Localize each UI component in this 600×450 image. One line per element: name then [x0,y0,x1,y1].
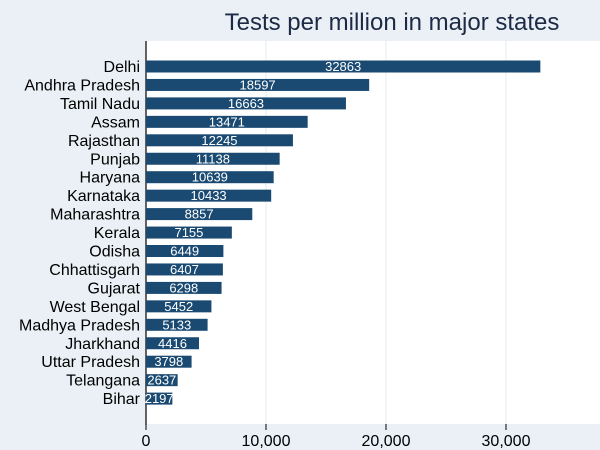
bar [146,374,178,387]
data-label: 2637 [147,373,176,388]
bar [146,318,208,331]
data-label: 2197 [145,391,174,406]
category-label: Jharkhand [65,336,140,353]
category-label: Telangana [66,373,140,390]
category-label: Delhi [104,59,140,76]
category-label: Haryana [80,170,141,187]
data-label: 18597 [240,77,276,92]
data-label: 10433 [191,188,227,203]
data-label: 5452 [164,299,193,314]
x-tick-label: 30,000 [482,433,531,450]
bar [146,60,541,73]
category-label: Tamil Nadu [60,96,140,113]
bar [146,97,346,110]
data-label: 10639 [192,170,228,185]
category-label: Maharashtra [50,207,140,224]
x-tick-label: 10,000 [242,433,291,450]
data-label: 7155 [174,225,203,240]
data-label: 6449 [170,244,199,259]
category-label: Uttar Pradesh [41,354,140,371]
category-label: Andhra Pradesh [24,77,140,94]
data-label: 5133 [162,317,191,332]
category-label: Chhattisgarh [49,262,140,279]
bar [146,245,224,257]
data-label: 11138 [196,151,230,166]
category-label: Assam [91,114,140,131]
data-label: 16663 [228,96,264,111]
category-label: Odisha [89,244,140,261]
bar [146,263,223,276]
category-label: Punjab [90,151,140,168]
bar [146,134,293,147]
bar [146,226,232,239]
chart-title: Tests per million in major states [224,9,560,36]
bar [146,281,222,294]
bar [146,337,199,350]
bar [146,78,370,91]
data-label: 32863 [325,59,361,74]
data-label: 8857 [185,207,214,222]
data-label: 6298 [169,280,198,295]
bar [146,115,308,128]
data-label: 3798 [154,354,183,369]
bar [146,392,173,405]
bar [146,355,192,368]
category-label: Rajasthan [68,133,140,150]
bar [146,152,280,165]
bar [146,189,272,202]
bar [146,300,212,313]
category-label: Madhya Pradesh [19,317,140,334]
category-label: Karnataka [67,188,140,205]
bar [146,171,274,184]
data-label: 12245 [201,133,237,148]
data-label: 6407 [170,262,199,277]
category-label: Bihar [103,391,141,408]
x-tick-label: 0 [142,433,151,450]
category-label: Kerala [94,225,140,242]
category-label: Gujarat [88,280,141,297]
x-tick-label: 20,000 [362,433,411,450]
bar [146,208,253,221]
data-label: 13471 [209,114,245,129]
data-label: 4416 [158,336,187,351]
category-label: West Bengal [50,299,140,316]
